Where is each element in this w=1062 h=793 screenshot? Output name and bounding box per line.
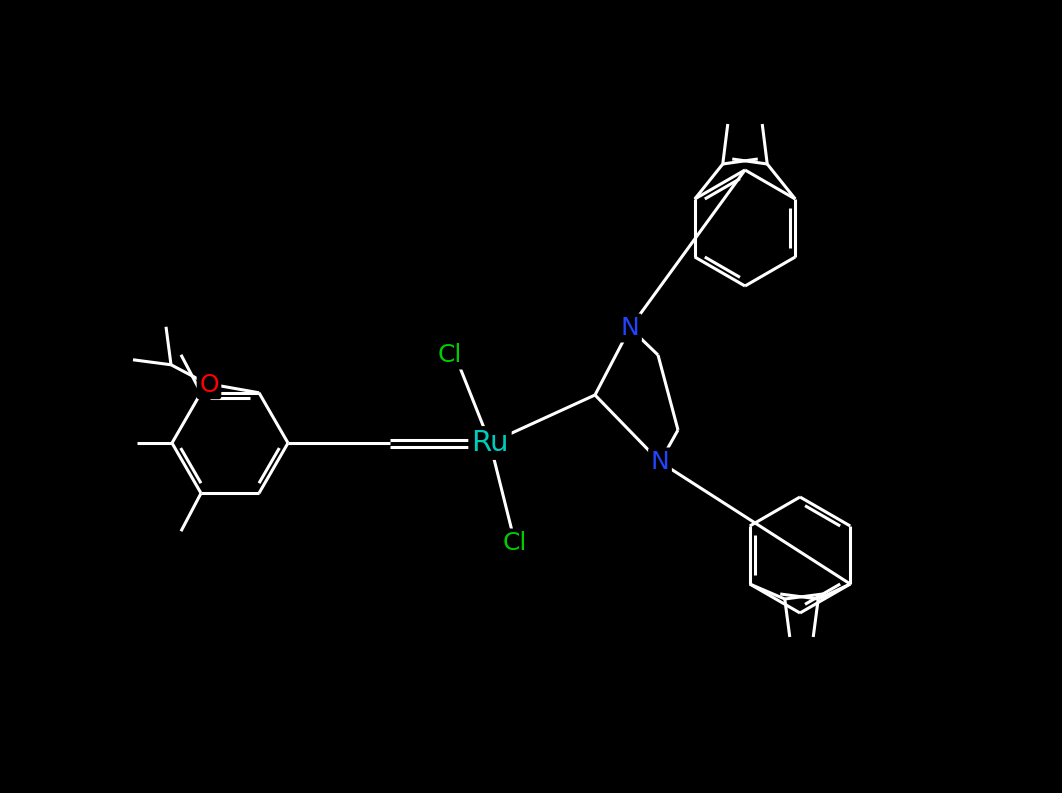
Text: N: N	[620, 316, 639, 340]
Text: Cl: Cl	[502, 531, 527, 555]
Text: Cl: Cl	[438, 343, 462, 367]
Text: N: N	[651, 450, 669, 474]
Text: O: O	[200, 373, 219, 396]
Text: Ru: Ru	[472, 429, 509, 457]
